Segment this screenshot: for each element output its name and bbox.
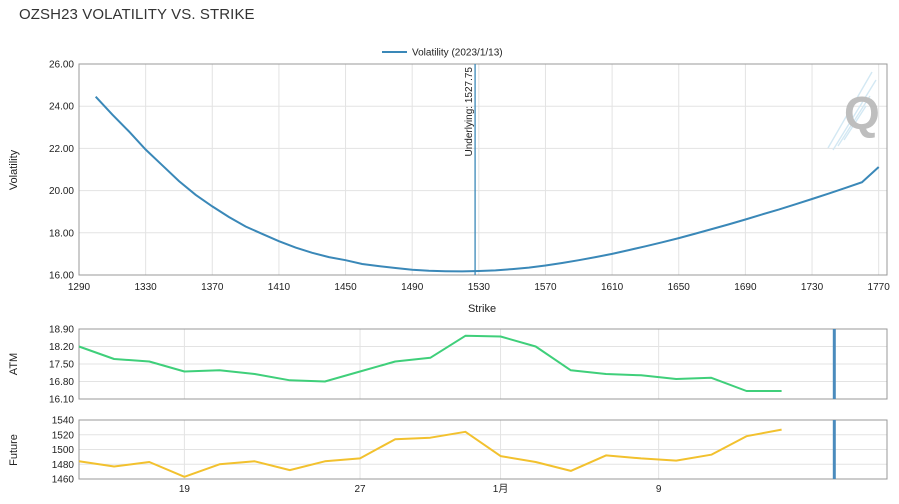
atm-y-tick-label: 18.90 [49,325,74,336]
date-tick-label: 1月 [493,483,509,495]
main-plot-frame [78,63,888,276]
date-tick-label: 9 [656,484,662,495]
volatility-series [94,96,880,273]
atm-y-tick-label: 16.10 [49,395,74,406]
main-y-tick-label: 20.00 [49,186,74,197]
date-tick-label: 19 [179,484,191,495]
volatility-line [94,96,880,273]
main-y-tick-label: 26.00 [49,60,74,71]
date-tick-label: 27 [354,484,366,495]
future-series [78,428,782,478]
main-y-ticks: 16.00 18.00 20.00 22.00 24.00 26.00 [49,60,74,282]
main-x-tick-label: 1650 [668,282,691,293]
date-x-ticks: 19 27 1月 9 [179,483,662,495]
atm-grid [79,328,887,400]
main-x-tick-label: 1690 [734,282,757,293]
main-x-tick-label: 1410 [268,282,291,293]
legend[interactable]: Volatility (2023/1/13) [382,48,503,59]
main-x-ticks: 1290 1330 1370 1410 1450 1490 1530 1570 1610 1650… [68,282,890,293]
future-y-ticks: 1460 1480 1500 1520 1540 [52,416,75,486]
q-logo: Q [827,71,880,151]
future-y-tick-label: 1480 [52,460,75,471]
future-chart: 1460 1480 1500 1520 1540 Future 19 27 1月 9 [8,416,888,495]
atm-line [78,334,782,392]
atm-y-tick-label: 17.50 [49,360,74,371]
main-y-axis-label: Volatility [8,149,20,190]
atm-chart: 16.10 16.80 17.50 18.20 18.90 ATM [8,325,888,406]
underlying-label: Underlying: 1527.75 [464,67,475,157]
atm-series [78,334,782,392]
future-plot-frame [78,419,888,480]
main-y-tick-label: 18.00 [49,228,74,239]
main-x-tick-label: 1570 [534,282,557,293]
main-y-tick-label: 16.00 [49,271,74,282]
main-grid [78,63,887,276]
main-x-tick-label: 1450 [334,282,357,293]
future-y-tick-label: 1500 [52,445,75,456]
main-y-tick-label: 24.00 [49,102,74,113]
atm-y-tick-label: 16.80 [49,377,74,388]
page-title: OZSH23 VOLATILITY VS. STRIKE [19,6,255,23]
future-line [78,428,782,478]
main-x-tick-label: 1770 [868,282,891,293]
main-x-tick-label: 1370 [201,282,224,293]
future-y-tick-label: 1460 [52,475,75,486]
main-x-tick-label: 1330 [135,282,158,293]
main-y-tick-label: 22.00 [49,144,74,155]
main-x-tick-label: 1290 [68,282,91,293]
future-y-axis-label: Future [8,434,20,466]
main-x-tick-label: 1730 [801,282,824,293]
atm-plot-frame [78,328,888,400]
main-x-axis-label: Strike [468,303,496,315]
legend-label: Volatility (2023/1/13) [412,48,503,59]
svg-text:Q: Q [844,87,880,139]
underlying-marker: Underlying: 1527.75 [464,64,476,275]
atm-y-tick-label: 18.20 [49,342,74,353]
main-x-tick-label: 1610 [601,282,624,293]
future-y-tick-label: 1520 [52,430,75,441]
atm-y-axis-label: ATM [8,353,20,375]
atm-y-ticks: 16.10 16.80 17.50 18.20 18.90 [49,325,74,406]
main-x-tick-label: 1490 [401,282,424,293]
future-y-tick-label: 1540 [52,416,75,427]
main-x-tick-label: 1530 [468,282,491,293]
